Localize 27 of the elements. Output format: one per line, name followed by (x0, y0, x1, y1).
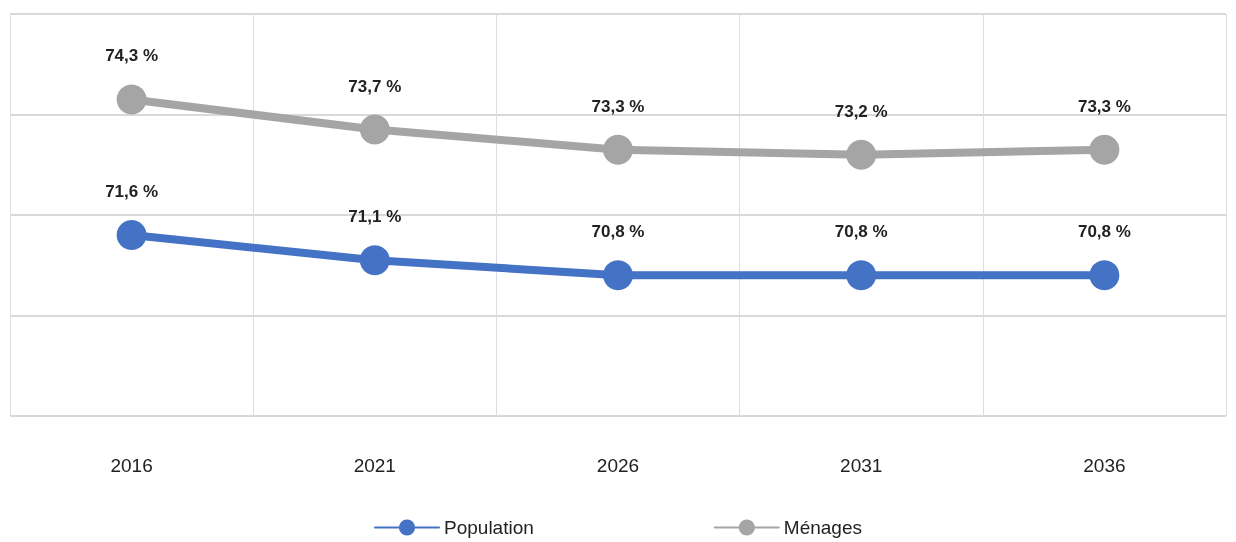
x-tick-label: 2026 (596, 455, 640, 476)
point (603, 134, 633, 165)
x-tick-label: 2031 (840, 455, 883, 476)
data-label: 74,3 % (105, 46, 159, 66)
data-label: 73,2 % (834, 101, 888, 121)
point (1089, 134, 1120, 165)
x-tick-label: 2016 (110, 455, 153, 476)
point (603, 260, 633, 291)
point (359, 245, 390, 276)
data-label: 70,8 % (1077, 222, 1131, 242)
point (116, 84, 147, 115)
point (846, 260, 877, 291)
data-label: 73,3 % (1077, 96, 1131, 116)
x-tick-label: 2021 (353, 455, 396, 476)
point (846, 139, 877, 170)
point (359, 114, 390, 145)
data-label: 73,7 % (348, 76, 402, 96)
data-label: 70,8 % (591, 222, 645, 242)
legend-label: Population (444, 517, 534, 538)
point (1089, 260, 1120, 291)
point (116, 220, 147, 251)
data-label: 71,6 % (105, 182, 159, 202)
data-label: 70,8 % (834, 222, 888, 242)
data-label: 71,1 % (348, 207, 402, 227)
legend-label: Ménages (783, 517, 862, 538)
x-tick-label: 2036 (1083, 455, 1126, 476)
data-label: 73,3 % (591, 96, 645, 116)
